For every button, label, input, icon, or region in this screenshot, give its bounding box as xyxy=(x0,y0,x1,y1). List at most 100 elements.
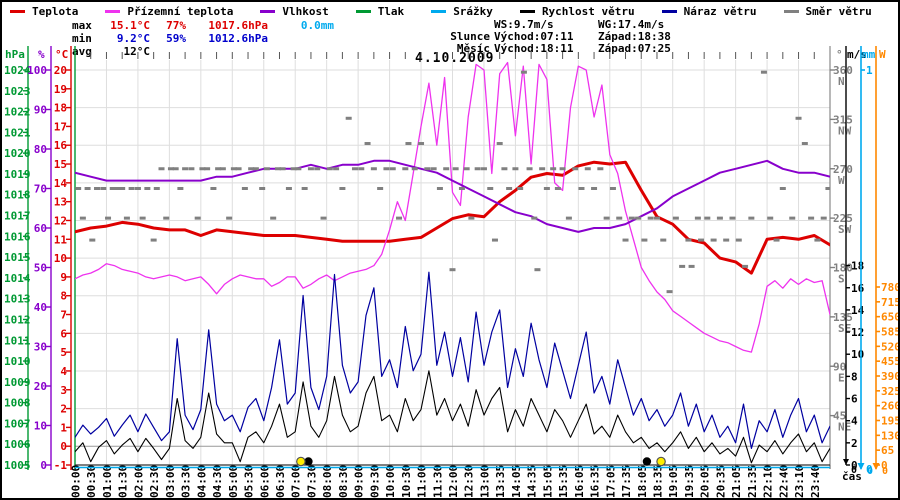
stats-min-pressure: 1012.6hPa xyxy=(208,32,268,45)
svg-text:90: 90 xyxy=(833,360,846,373)
series-teplota xyxy=(75,160,830,275)
x-tick-label: 03:30 xyxy=(180,465,193,498)
legend-color-dash xyxy=(783,10,799,13)
x-tick-label: 10:00 xyxy=(384,465,397,498)
svg-text:11: 11 xyxy=(54,233,68,246)
svg-text:1013: 1013 xyxy=(4,293,31,306)
x-tick-label: 12:30 xyxy=(463,465,476,498)
stats-min-label: min xyxy=(72,32,92,45)
svg-text:1: 1 xyxy=(60,421,67,434)
stats-block: max 15.1°C 77% 1017.6hPa 0.0mm min 9.2°C… xyxy=(72,19,334,58)
svg-text:1015: 1015 xyxy=(4,251,31,264)
svg-text:100: 100 xyxy=(27,64,47,77)
moonset-time: Západ:07:25 xyxy=(598,42,671,55)
x-tick-label: 17:35 xyxy=(620,465,633,498)
svg-text:65: 65 xyxy=(881,444,894,457)
legend-item-3: Tlak xyxy=(355,5,405,18)
astro-block: WS:9.7m/s WG:17.4m/s Slunce Východ:07:11… xyxy=(446,19,698,55)
svg-text:m/s: m/s xyxy=(847,48,867,61)
sun-label: Slunce xyxy=(450,30,490,43)
svg-text:3: 3 xyxy=(60,384,67,397)
sun-event-marker xyxy=(656,456,666,467)
series-rychlost-vetru xyxy=(75,370,830,464)
x-tick-label: 14:05 xyxy=(510,465,523,498)
svg-text:80: 80 xyxy=(34,143,47,156)
legend: Teplota Přízemní teplota Vlhkost Tlak Srážky… xyxy=(10,5,898,18)
stats-max-humidity: 77% xyxy=(166,19,186,32)
x-tick-label: 17:05 xyxy=(604,465,617,498)
svg-text:40: 40 xyxy=(34,301,47,314)
wind-speed-max: WS:9.7m/s xyxy=(494,18,554,31)
svg-text:5: 5 xyxy=(60,346,67,359)
svg-text:1016: 1016 xyxy=(4,230,31,243)
x-tick-label: 16:05 xyxy=(573,465,586,498)
svg-text:1005: 1005 xyxy=(4,459,31,472)
legend-color-dash xyxy=(10,10,25,13)
x-tick-label: 23:40 xyxy=(809,465,822,498)
x-tick-label: 09:30 xyxy=(368,465,381,498)
series-vlhkost xyxy=(75,159,830,233)
x-tick-label: 08:00 xyxy=(321,465,334,498)
x-tick-label: 11:30 xyxy=(431,465,444,498)
svg-text:16: 16 xyxy=(851,282,865,295)
x-tick-label: 15:35 xyxy=(557,465,570,498)
legend-color-dash xyxy=(260,10,276,13)
svg-text:260: 260 xyxy=(881,400,900,413)
legend-item-0: Teplota xyxy=(10,5,78,18)
svg-text:hPa: hPa xyxy=(5,48,25,61)
chart-series xyxy=(75,61,830,464)
x-tick-label: 04:00 xyxy=(195,465,208,498)
svg-text:14: 14 xyxy=(54,177,68,190)
axis-hpa: hPa 1024 1023 1022 1021 1020 1019 1018 1017 1016 1… xyxy=(4,46,31,472)
svg-text:12: 12 xyxy=(851,326,864,339)
svg-text:20: 20 xyxy=(54,64,67,77)
stats-avg-label: avg xyxy=(72,45,92,58)
svg-text:0: 0 xyxy=(867,466,873,477)
svg-text:1020: 1020 xyxy=(4,147,31,160)
svg-text:%: % xyxy=(38,48,45,61)
svg-text:1006: 1006 xyxy=(4,438,31,451)
svg-text:8: 8 xyxy=(851,370,858,383)
stats-row-avg: avg 12°C xyxy=(72,45,334,58)
page-title: 4.10.2009 xyxy=(415,51,495,66)
svg-text:NE: NE xyxy=(838,421,851,434)
svg-text:2: 2 xyxy=(60,403,67,416)
svg-text:1009: 1009 xyxy=(4,376,31,389)
x-tick-label: 09:00 xyxy=(353,465,366,498)
x-tick-label: 10:30 xyxy=(400,465,413,498)
x-tick-label: 07:30 xyxy=(305,465,318,498)
x-tick-label: 06:00 xyxy=(258,465,271,498)
svg-text:1018: 1018 xyxy=(4,189,31,202)
svg-text:mm: mm xyxy=(862,48,876,61)
svg-text:270: 270 xyxy=(833,163,853,176)
sunrise-time: Východ:07:11 xyxy=(494,30,574,43)
x-tick-label: 13:35 xyxy=(494,465,507,498)
svg-text:1021: 1021 xyxy=(4,126,31,139)
svg-text:18: 18 xyxy=(851,260,864,273)
svg-text:50: 50 xyxy=(34,262,47,275)
stats-max-rain: 0.0mm xyxy=(300,19,334,32)
svg-text:1011: 1011 xyxy=(4,334,31,347)
x-tick-label: 13:00 xyxy=(478,465,491,498)
x-tick-label: 05:00 xyxy=(227,465,240,498)
x-tick-label: 22:40 xyxy=(777,465,790,498)
legend-label: Tlak xyxy=(377,5,405,18)
svg-text:0: 0 xyxy=(60,440,67,453)
x-tick-label: 01:30 xyxy=(117,465,130,498)
x-tick-label: 19:35 xyxy=(683,465,696,498)
x-tick-label: 23:10 xyxy=(793,465,806,498)
svg-text:°: ° xyxy=(836,48,843,61)
legend-color-dash xyxy=(105,10,121,13)
svg-text:325: 325 xyxy=(881,385,900,398)
svg-text:1007: 1007 xyxy=(4,417,31,430)
stats-row-max: max 15.1°C 77% 1017.6hPa 0.0mm xyxy=(72,19,334,32)
x-tick-label: 21:35 xyxy=(746,465,759,498)
svg-text:180: 180 xyxy=(833,262,853,275)
stats-max-temp: 15.1°C xyxy=(110,19,150,32)
x-tick-label: 00:00 xyxy=(70,465,83,498)
svg-text:°C: °C xyxy=(55,48,68,61)
svg-text:10: 10 xyxy=(34,420,47,433)
svg-text:1023: 1023 xyxy=(4,85,31,98)
